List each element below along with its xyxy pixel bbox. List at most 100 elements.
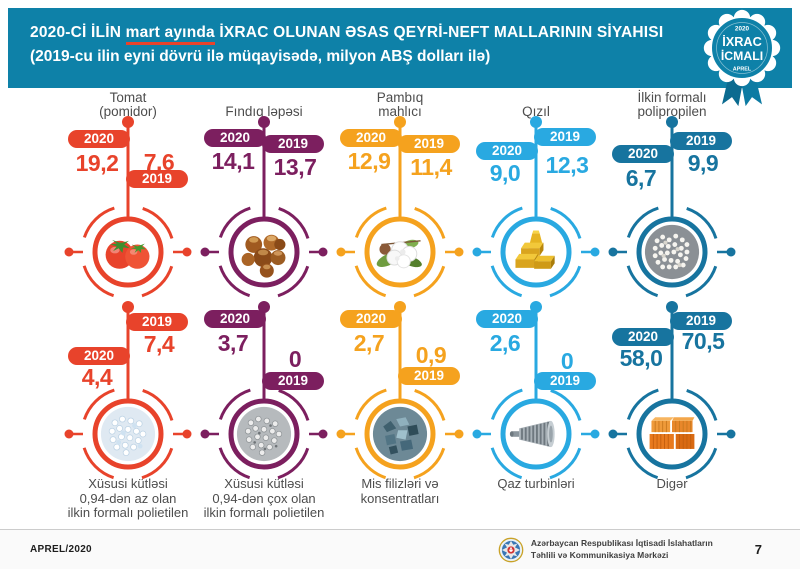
value-2019: 0 <box>560 348 574 374</box>
header-title: 2020-Cİ İLİN mart ayında İXRAC OLUNAN ƏS… <box>30 24 792 45</box>
stem-line <box>534 307 538 388</box>
shipping-containers-icon <box>644 406 700 462</box>
value-2019: 0,9 <box>415 342 447 368</box>
chart-cotton: Pambıq mahlıcı 2020 12,9 2019 11,4 <box>332 88 468 305</box>
year-tag-2019: 2019 <box>262 135 324 153</box>
stem-dot <box>122 301 134 313</box>
footer: APREL/2020 Azərbaycan Respublikası İqtis… <box>0 529 800 569</box>
polyethylene-low-pellets-icon <box>100 406 156 462</box>
value-2020: 3,7 <box>217 330 249 356</box>
chart-ring <box>472 204 600 300</box>
year-tag-2019: 2019 <box>126 313 188 331</box>
product-circle <box>606 386 738 487</box>
year-tag-2020: 2020 <box>476 142 538 160</box>
stem-line <box>262 307 266 388</box>
connector-dot-right <box>318 429 328 439</box>
stem-dot <box>666 116 678 128</box>
value-2019: 7,6 <box>143 149 175 175</box>
value-2019: 9,9 <box>687 150 719 176</box>
connector-dot-left <box>200 247 210 257</box>
chart-label: Digər <box>656 476 688 491</box>
product-circle <box>62 204 194 305</box>
page-number: 7 <box>754 542 762 557</box>
product-circle <box>198 204 330 305</box>
gas-turbine-icon <box>508 406 564 462</box>
product-circle <box>334 204 466 305</box>
chart-title: Qızıl <box>522 104 550 120</box>
stem-dot <box>666 301 678 313</box>
header-title-underlined: mart ayında <box>125 24 215 45</box>
product-circle <box>606 204 738 305</box>
badge-disc <box>710 16 774 80</box>
connector-dot-right <box>318 247 328 257</box>
header: 2020-Cİ İLİN mart ayında İXRAC OLUNAN ƏS… <box>8 8 792 88</box>
badge-year: 2020 <box>735 26 750 33</box>
gold-bars-icon <box>508 224 564 280</box>
stem-line <box>398 122 402 206</box>
connector-dot-left <box>336 247 346 257</box>
value-2020: 6,7 <box>625 165 657 191</box>
chart-label: Mis filizləri və konsentratları <box>360 476 440 506</box>
year-tag-2020: 2020 <box>612 145 674 163</box>
chart-title: İlkin formalı polipropilen <box>637 89 707 120</box>
connector-dot-right <box>590 429 600 439</box>
charts-grid: Tomat (pomidor) 2020 19,2 7,6 2019 <box>8 88 800 528</box>
product-circle <box>470 386 602 487</box>
chart-ring <box>608 386 736 482</box>
value-2020: 58,0 <box>619 345 663 371</box>
chart-ring <box>336 204 464 300</box>
chart-label: Xüsusi kütləsi 0,94-dən çox olan ilkin f… <box>203 476 325 521</box>
year-tag-2019: 2019 <box>262 372 324 390</box>
connector-dot-left <box>64 247 74 257</box>
org-name: Azərbaycan Respublikası İqtisadi İslahat… <box>531 538 713 561</box>
chart-other: 2019 70,5 2020 58,0 <box>604 301 740 528</box>
value-2020: 9,0 <box>489 160 521 186</box>
stem-dot <box>122 116 134 128</box>
connector-dot-left <box>608 429 618 439</box>
org-name-line1: Azərbaycan Respublikası İqtisadi İslahat… <box>530 538 713 549</box>
chart-polyethylene-high-density: 2020 3,7 0 2019 <box>196 301 332 528</box>
stem-line <box>398 307 402 388</box>
year-tag-2019: 2019 <box>534 372 596 390</box>
hazelnut-icon <box>236 224 292 280</box>
chart-ring <box>64 386 192 482</box>
stem-line <box>670 122 674 206</box>
year-tag-2019: 2019 <box>670 312 732 330</box>
footer-date: APREL/2020 <box>30 544 92 555</box>
value-2019: 13,7 <box>273 154 317 180</box>
year-tag-2020: 2020 <box>68 130 130 148</box>
chart-title: Tomat (pomidor) <box>99 89 157 120</box>
product-circle <box>198 386 330 487</box>
chart-title: Pambıq mahlıcı <box>376 89 424 120</box>
badge-month: APREL <box>733 67 752 73</box>
year-tag-2019: 2019 <box>534 128 596 146</box>
badge-line1: İXRAC <box>722 34 762 49</box>
value-2019: 11,4 <box>410 154 452 180</box>
stem-dot <box>394 116 406 128</box>
connector-dot-left <box>336 429 346 439</box>
connector-dot-left <box>472 429 482 439</box>
connector-dot-right <box>726 429 736 439</box>
value-2020: 12,9 <box>347 148 391 174</box>
stem-line <box>126 307 130 388</box>
connector-dot-right <box>182 247 192 257</box>
chart-hazelnut: Fındıq ləpəsi 2020 14,1 2019 13,7 <box>196 88 332 305</box>
stem-line <box>262 122 266 206</box>
value-2020: 14,1 <box>211 148 255 174</box>
value-2020: 2,6 <box>489 330 521 356</box>
polyethylene-high-pellets-icon <box>236 406 292 462</box>
cotton-icon <box>372 224 428 280</box>
chart-gold: Qızıl 2019 2020 12,3 9,0 <box>468 88 604 305</box>
year-tag-2020: 2020 <box>204 310 266 328</box>
value-2020: 2,7 <box>353 330 385 356</box>
stem-line <box>126 122 130 206</box>
connector-dot-left <box>200 429 210 439</box>
stem-line <box>534 122 538 206</box>
year-tag-2020: 2020 <box>204 129 266 147</box>
chart-tomato: Tomat (pomidor) 2020 19,2 7,6 2019 <box>60 88 196 305</box>
year-tag-2020: 2020 <box>476 310 538 328</box>
chart-ring <box>472 386 600 482</box>
stem-line <box>670 307 674 388</box>
header-title-part1: 2020-Cİ İLİN <box>30 24 126 41</box>
tomato-icon <box>105 239 150 269</box>
